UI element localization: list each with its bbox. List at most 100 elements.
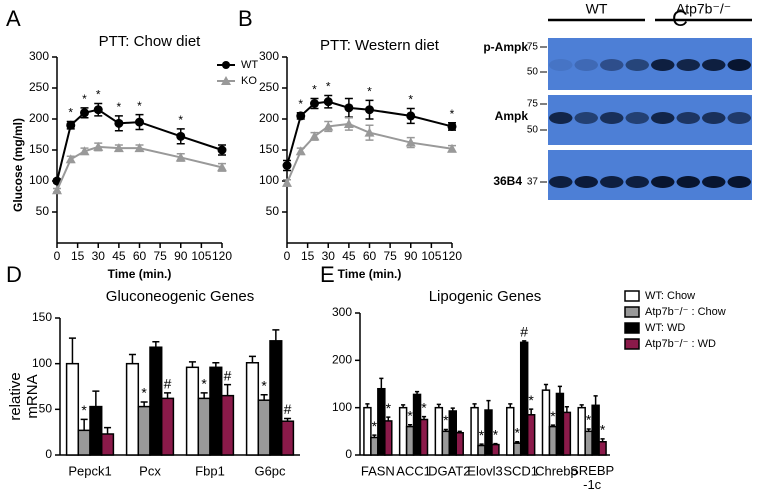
significance: *: [141, 385, 147, 401]
bar: [470, 406, 479, 456]
error-bar: [128, 353, 136, 364]
x-tick-label: 60: [363, 249, 377, 263]
error-bar: [188, 361, 196, 368]
bar: [491, 443, 500, 456]
x-tick-label: G6pc: [254, 463, 286, 478]
bar: [541, 389, 551, 456]
y-tick-label: 300: [332, 305, 352, 319]
significance: *: [528, 392, 534, 408]
blot-band: [676, 59, 700, 71]
legend-swatch: [624, 290, 640, 302]
series-line: [56, 145, 223, 191]
x-tick-label: Pcx: [139, 463, 161, 478]
y-tick-label: 300: [259, 49, 279, 63]
blot-band: [549, 176, 573, 188]
significance: *: [298, 97, 303, 111]
significance: *: [479, 427, 485, 443]
blot-band: [574, 59, 598, 71]
blot-band: [549, 59, 573, 71]
bar: [526, 414, 536, 456]
y-tick-label: 200: [332, 353, 352, 367]
y-tick-label: 100: [29, 173, 49, 187]
point: [296, 111, 306, 121]
error-bar: [92, 390, 100, 407]
error-bar: [140, 401, 148, 407]
significance: *: [312, 83, 317, 97]
x-tick-label: 15: [71, 249, 85, 263]
group-label: WT: [586, 1, 608, 17]
blot-membrane: [548, 150, 752, 200]
bar: [584, 430, 593, 456]
point: [113, 143, 124, 153]
x-tick-label: 90: [404, 249, 418, 263]
point: [79, 146, 90, 156]
significance: *: [600, 422, 606, 438]
bar: [384, 420, 393, 456]
error-bar: [152, 340, 160, 348]
blot-band: [625, 176, 649, 188]
blot-band: [727, 59, 751, 71]
blot-band: [600, 176, 624, 188]
x-tick-label: 120: [442, 249, 462, 263]
legend-swatch: [624, 322, 640, 334]
point: [114, 118, 124, 128]
bar: [577, 406, 586, 456]
significance: *: [82, 92, 87, 106]
significance: *: [372, 418, 378, 434]
blot-band: [574, 112, 598, 124]
marker-label: 75: [527, 42, 539, 53]
x-tick-label: 0: [284, 249, 291, 263]
bar: [197, 397, 211, 456]
y-tick-label: 100: [259, 173, 279, 187]
significance: *: [586, 412, 592, 428]
error-bar: [212, 362, 220, 368]
bar: [506, 406, 515, 456]
x-tick-label: FASN: [361, 463, 395, 478]
legend-swatch: [624, 338, 640, 350]
point: [217, 145, 227, 155]
bar: [598, 440, 607, 456]
bar: [100, 433, 115, 456]
x-tick-label: SREBP -1c: [570, 463, 614, 492]
significance: *: [68, 106, 73, 120]
significance: *: [493, 426, 499, 442]
point: [80, 108, 89, 118]
significance: *: [367, 85, 372, 99]
x-tick-label: 30: [322, 249, 336, 263]
bar: [65, 362, 80, 456]
bar: [555, 392, 565, 456]
bar: [77, 429, 91, 456]
chart-title: Lipogenic Genes: [429, 288, 542, 305]
error-bar: [248, 355, 256, 363]
bar: [412, 393, 422, 456]
point: [217, 162, 227, 172]
chart-title: PTT: Chow diet: [99, 33, 202, 50]
panel-letter: E: [320, 262, 335, 287]
y-tick-label: 100: [32, 356, 52, 370]
y-tick-label: 0: [345, 447, 352, 461]
bar: [398, 406, 408, 456]
bar: [363, 406, 372, 456]
x-tick-label: 90: [174, 249, 188, 263]
bar: [419, 418, 429, 456]
error-bar: [104, 426, 112, 434]
bar: [519, 341, 529, 456]
bar: [137, 405, 151, 456]
error-bar: [200, 392, 208, 399]
significance: *: [421, 399, 427, 415]
error-bar: [272, 329, 280, 341]
blot-band: [702, 59, 726, 71]
point: [52, 185, 62, 195]
panel-letter: A: [6, 6, 21, 31]
bar: [477, 444, 486, 456]
point: [135, 117, 144, 127]
bar: [280, 420, 295, 456]
point: [364, 127, 375, 137]
chart-title: Gluconeogenic Genes: [106, 288, 254, 305]
significance: #: [284, 401, 292, 417]
x-tick-label: 60: [133, 249, 147, 263]
x-tick-label: 75: [383, 249, 397, 263]
point: [282, 161, 292, 170]
significance: *: [117, 100, 122, 114]
